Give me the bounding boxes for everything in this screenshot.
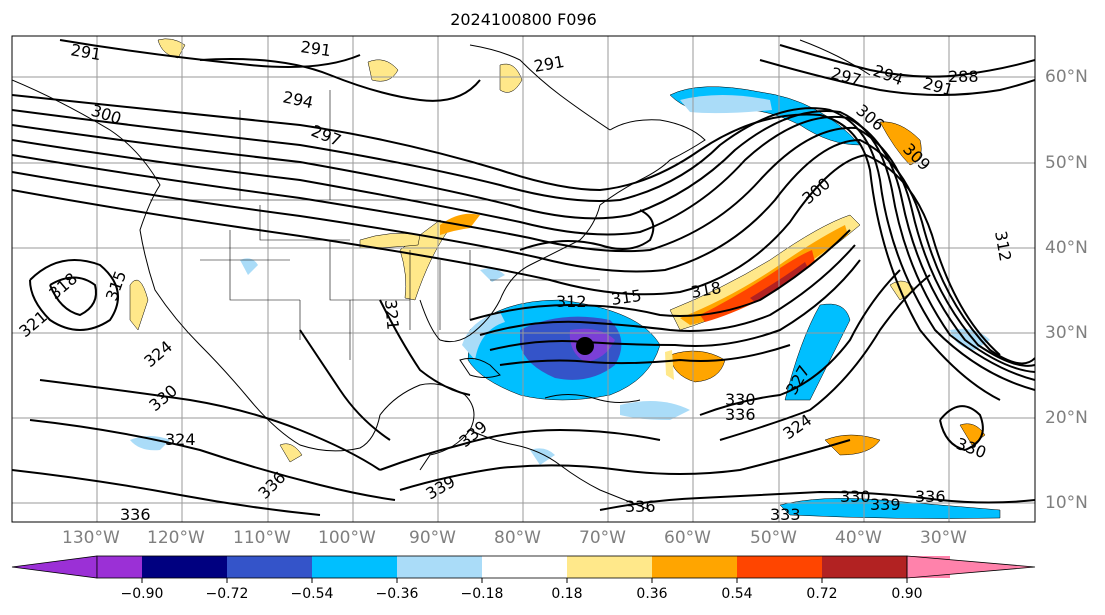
- colorbar: [11, 555, 1036, 583]
- colorbar-tick-label: −0.90: [120, 586, 164, 602]
- lat-label: 30°N: [1045, 323, 1088, 343]
- lat-label: 10°N: [1045, 493, 1088, 513]
- lightblue-shade-caribbean: [620, 401, 690, 420]
- colorbar-seg: [482, 556, 567, 578]
- colorbar-tick-label: −0.54: [290, 586, 334, 602]
- lat-label: 60°N: [1045, 67, 1088, 87]
- colorbar-tick-label: −0.18: [460, 586, 504, 602]
- graticule: [12, 36, 1035, 522]
- yellow-shade-caribbean: [665, 350, 674, 380]
- contour-label: 333: [770, 505, 801, 524]
- height-contours: [12, 39, 1035, 516]
- colorbar-tick-label: 0.90: [891, 586, 923, 602]
- contour-label: 330: [840, 487, 871, 506]
- lon-label: 90°W: [409, 528, 456, 548]
- lon-label: 60°W: [664, 528, 711, 548]
- negative-shading: [130, 86, 1001, 519]
- colorbar-seg: [652, 556, 737, 578]
- contour-label: 339: [870, 495, 901, 514]
- lon-label: 80°W: [494, 528, 541, 548]
- colorbar-seg: [227, 556, 312, 578]
- storm-center-marker: [576, 337, 594, 355]
- colorbar-min-extend: [11, 555, 98, 579]
- yellow-shade-canada-2: [499, 63, 523, 93]
- colorbar-seg: [142, 556, 227, 578]
- colorbar-tick-label: 0.72: [806, 586, 838, 602]
- colorbar-seg: [737, 556, 822, 578]
- lon-label: 110°W: [233, 528, 291, 548]
- contour-label: 288: [948, 67, 979, 86]
- positive-shading: [129, 38, 986, 463]
- colorbar-tick-label: 0.54: [721, 586, 753, 602]
- lightblue-shade-gulf: [480, 268, 505, 282]
- contour-label: 324: [165, 430, 196, 449]
- yellow-shade-east: [824, 434, 881, 456]
- contour-label: 336: [625, 497, 656, 516]
- lightblue-shade-south: [530, 448, 555, 465]
- lat-label: 50°N: [1045, 153, 1088, 173]
- figure-title: 2024100800 F096: [450, 10, 597, 29]
- lon-label: 130°W: [62, 528, 120, 548]
- colorbar-tick-label: 0.36: [636, 586, 668, 602]
- colorbar-max-extend: [906, 555, 1036, 579]
- lon-label: 100°W: [318, 528, 376, 548]
- contour-label: 321: [381, 299, 403, 331]
- colorbar-seg: [397, 556, 482, 578]
- colorbar-tick-label: 0.18: [551, 586, 583, 602]
- contour-label: 336: [725, 405, 756, 424]
- contour-label: 291: [299, 37, 332, 60]
- lon-label: 120°W: [147, 528, 205, 548]
- contour-label: 330: [725, 390, 756, 409]
- yellow-shade-mexico: [279, 443, 303, 463]
- contour-label: 336: [120, 505, 151, 524]
- lat-label: 20°N: [1045, 408, 1088, 428]
- red-shade-jet: [700, 250, 815, 322]
- contour-label: 336: [915, 487, 946, 506]
- colorbar-tick-label: −0.72: [205, 586, 249, 602]
- lightblue-shade-pacific: [130, 436, 170, 451]
- lon-label: 50°W: [750, 528, 797, 548]
- orange-shade-jet: [680, 225, 848, 325]
- orange-shade-north: [879, 121, 922, 166]
- map-area: 291 291 291 297 294 291 288 294 297 300 …: [12, 36, 1035, 524]
- state-borders: [150, 90, 600, 360]
- lightblue-shade-north-atlantic: [680, 95, 772, 114]
- yellow-shade-canada-1: [367, 59, 399, 82]
- yellow-shade-pacific-coast: [129, 279, 149, 331]
- contour-label: 315: [610, 286, 643, 309]
- contour-label: 312: [556, 292, 587, 311]
- lon-label: 30°W: [920, 528, 967, 548]
- colorbar-seg: [312, 556, 397, 578]
- yellow-shade-east-2: [889, 280, 916, 301]
- blue-shade-atlantic-band: [784, 303, 851, 401]
- colorbar-tick-label: −0.36: [375, 586, 419, 602]
- colorbar-seg: [567, 556, 652, 578]
- lon-label: 40°W: [835, 528, 882, 548]
- lightblue-shade-plains: [240, 258, 258, 275]
- lat-label: 40°N: [1045, 238, 1088, 258]
- orange-shade-caribbean: [669, 350, 726, 383]
- colorbar-seg: [822, 556, 907, 578]
- map-frame: [11, 35, 1036, 523]
- lon-label: 70°W: [579, 528, 626, 548]
- lightblue-shade-cyclone: [462, 312, 505, 360]
